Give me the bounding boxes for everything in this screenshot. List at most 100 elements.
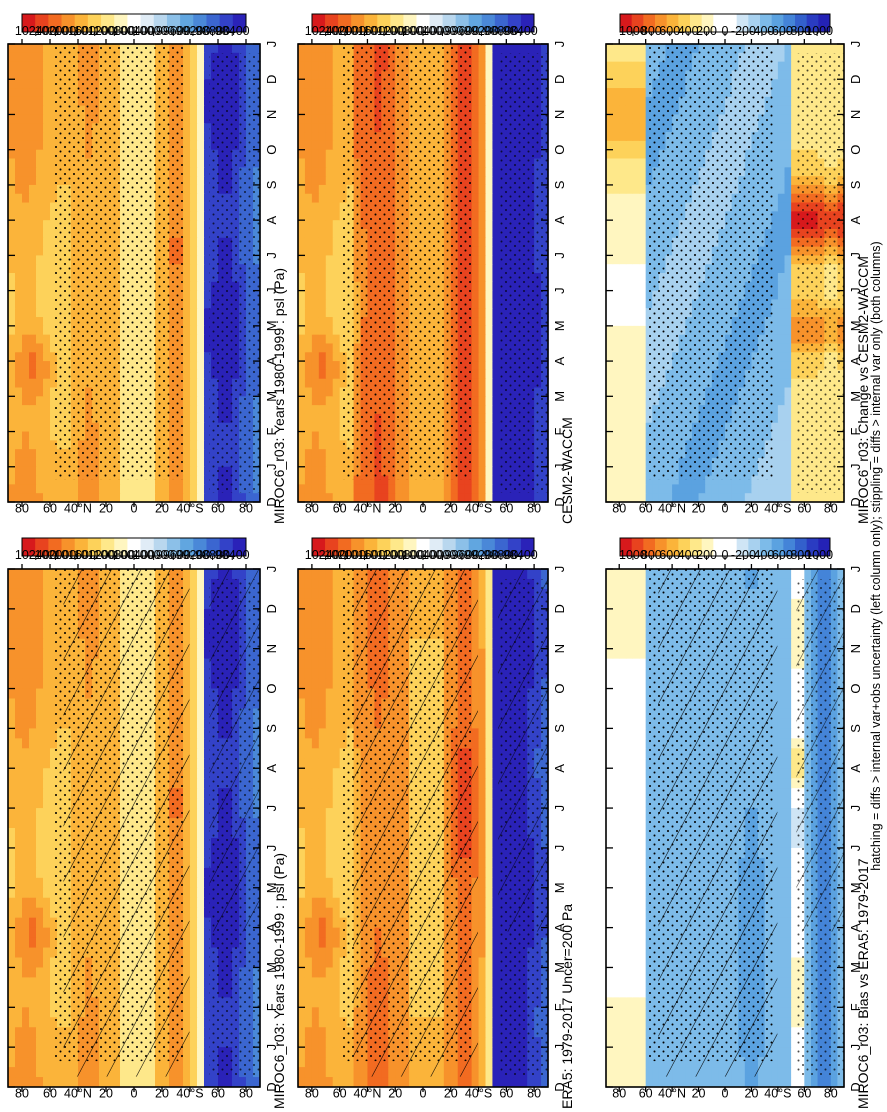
heat-cell [298,677,306,689]
heat-cell [485,956,494,968]
heat-cell [298,588,306,599]
heat-cell [197,907,205,918]
heat-cell [619,917,627,928]
heat-cell [485,837,494,848]
heat-cell [29,827,37,838]
heat-cell [36,737,44,749]
heat-cell [777,946,786,958]
heat-cell [606,847,614,858]
heat-cell [612,1036,620,1048]
heat-cell [43,837,51,848]
heat-cell [190,817,198,828]
heat-cell [485,887,494,898]
heat-cell [318,578,327,589]
heat-cell [478,1036,487,1048]
heat-cell [325,867,334,878]
heat-cell [332,677,341,689]
heat-cell [29,847,37,858]
heat-cell [29,787,37,799]
heat-cell [606,1046,614,1058]
heat-cell [784,837,792,848]
heat-cell [612,1046,620,1058]
heat-cell [43,897,51,908]
heat-cell [29,648,37,659]
heat-cell [298,707,306,719]
heat-cell [8,887,16,898]
heat-cell [190,827,198,838]
heat-cell [325,996,334,1008]
heat-cell [304,877,313,888]
heat-cell [8,1076,16,1087]
heat-cell [639,797,647,809]
heat-cell [332,946,341,958]
heat-cell [36,1046,44,1058]
heat-cell [478,1066,487,1078]
stipple-region-south [209,579,261,1077]
heat-cell [22,927,30,938]
heat-cell [197,807,205,819]
heat-cell [639,1046,647,1058]
heat-cell [777,1026,786,1038]
heat-cell [22,1056,30,1068]
heat-cell [332,1026,341,1038]
heat-cell [148,1076,156,1087]
heat-cell [318,777,327,789]
heat-cell [29,887,37,898]
heat-cell [711,1076,719,1087]
heat-cell [43,877,51,888]
heat-cell [632,797,640,809]
heat-cell [612,976,620,988]
heat-cell [311,877,320,888]
month-tick-label: S [264,724,279,733]
heat-cell [36,628,44,639]
heat-cell [311,777,320,789]
heat-cell [15,1006,23,1018]
heat-cell [298,618,306,629]
heat-cell [15,857,23,868]
heat-cell [298,668,306,679]
heat-cell [632,917,640,928]
colorbar-swatch [61,538,76,556]
heat-cell [113,1076,121,1087]
lat-tick-label: 80 [15,1086,29,1100]
heat-cell [36,668,44,679]
heat-cell [29,946,37,958]
heat-cell [619,807,627,819]
heat-cell [311,847,320,858]
heat-cell [777,897,786,908]
heat-cell [304,867,313,878]
heat-cell [777,1056,786,1068]
heat-cell [190,867,198,878]
heat-cell [612,966,620,978]
heat-cell [36,697,44,709]
colorbar-swatch [74,538,89,556]
heat-cell [43,807,51,819]
month-tick-label: M [264,882,279,893]
heat-cell [318,638,327,649]
heat-cell [298,1016,306,1028]
heat-cell [197,817,205,828]
heat-cell [29,1046,37,1058]
heat-cell [15,668,23,679]
heat-cell [311,1036,320,1048]
heat-cell [485,807,494,819]
heat-cell [190,727,198,739]
heat-cell [36,787,44,799]
heat-cell [8,1056,16,1068]
heat-cell [311,1006,320,1018]
lat-tick-label: 20 [99,1086,113,1100]
heat-cell [43,658,51,669]
heat-cell [29,956,37,968]
heat-cell [632,837,640,848]
heat-cell [784,847,792,858]
heat-cell [625,966,634,978]
month-tick-label: S [552,724,567,733]
heat-cell [625,1026,634,1038]
heat-cell [429,1076,438,1087]
heat-cell [478,658,487,669]
heat-cell [8,707,16,719]
heat-cell [325,707,334,719]
heat-cell [304,807,313,819]
heat-cell [311,697,320,709]
heat-cell [43,1056,51,1068]
